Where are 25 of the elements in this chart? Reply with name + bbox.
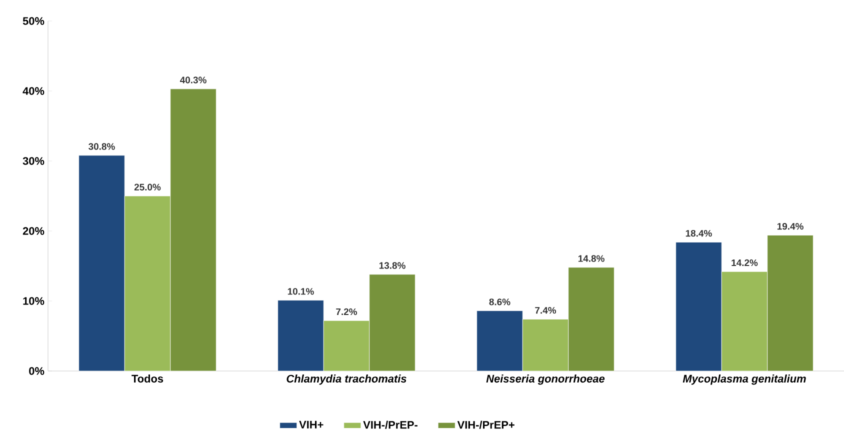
x-tick-label: Todos (132, 374, 164, 383)
data-label: 18.4% (686, 230, 712, 237)
data-label: 14.2% (732, 259, 758, 266)
x-tick-label: Mycoplasma genitalium (682, 374, 806, 385)
data-label: 14.8% (578, 255, 604, 262)
data-label: 13.8% (379, 262, 406, 269)
y-tick-label: 50% (22, 17, 44, 25)
data-label: 10.1% (288, 288, 314, 295)
data-label: 8.6% (489, 298, 510, 306)
y-tick-label: 10% (23, 297, 44, 305)
y-tick-label: 20% (22, 227, 44, 235)
legend-label: VIH-/PrEP- (363, 420, 418, 429)
legend-label: VIH+ (299, 420, 324, 428)
y-tick-label: 0% (29, 367, 44, 375)
x-tick-label: Chlamydia trachomatis (286, 374, 406, 385)
y-tick-label: 30% (22, 157, 44, 165)
data-label: 19.4% (777, 222, 804, 230)
legend-label: VIH-/PrEP+ (457, 420, 514, 429)
data-label: 40.3% (180, 76, 206, 84)
y-tick-label: 40% (22, 87, 44, 95)
data-label: 30.8% (88, 143, 115, 150)
data-label: 25.0% (134, 184, 161, 190)
x-tick-label: Neisseria gonorrhoeae (486, 374, 605, 385)
data-label: 7.4% (535, 307, 556, 314)
data-label: 7.2% (336, 308, 358, 316)
